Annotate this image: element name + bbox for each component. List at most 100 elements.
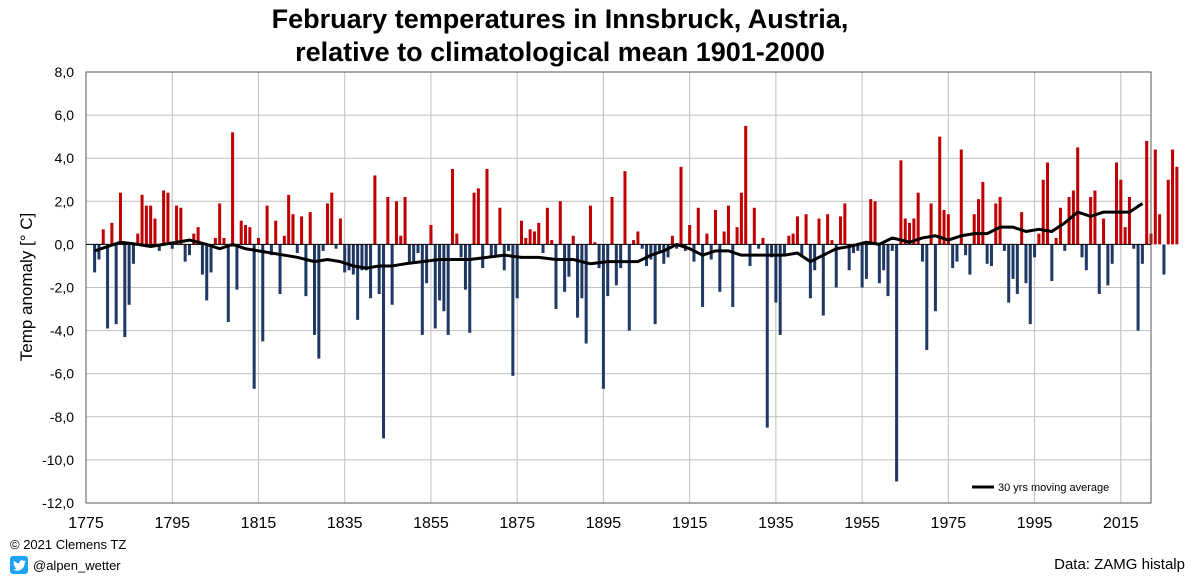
bar-1974: [942, 209, 946, 245]
bar-1865: [472, 192, 476, 245]
bar-2014: [1114, 162, 1119, 245]
bar-1827: [308, 212, 312, 245]
bar-1909: [662, 244, 666, 264]
bar-1834: [338, 218, 342, 245]
bar-1997: [1041, 179, 1045, 245]
bar-1805: [213, 237, 217, 245]
bar-1943: [808, 244, 812, 299]
bar-1791: [153, 218, 157, 245]
bar-1935: [774, 244, 778, 303]
bar-1977: [955, 244, 959, 262]
bar-1992: [1020, 212, 1024, 245]
bar-1824: [295, 244, 299, 254]
bar-2012: [1106, 244, 1110, 286]
bar-1965: [903, 218, 907, 245]
bar-1812: [244, 225, 248, 245]
bar-1969: [920, 244, 924, 262]
bar-1815: [256, 237, 260, 245]
bar-1801: [196, 227, 200, 245]
bar-1884: [554, 244, 558, 310]
bar-1859: [446, 244, 450, 335]
bar-1819: [274, 220, 278, 245]
bar-1811: [239, 220, 243, 245]
bar-1978: [959, 149, 963, 245]
legend-label: 30 yrs moving average: [998, 482, 1109, 494]
bar-1845: [386, 196, 390, 245]
bar-1886: [563, 244, 567, 292]
moving-average-polyline: [94, 202, 1144, 270]
bar-1877: [524, 237, 528, 245]
bar-1973: [938, 136, 942, 245]
bar-1949: [834, 244, 838, 288]
bar-1840: [364, 244, 368, 271]
bar-1848: [399, 235, 403, 245]
bar-1831: [325, 203, 329, 245]
bar-1926: [735, 227, 739, 245]
bar-1892: [588, 205, 592, 245]
bar-1959: [877, 244, 881, 284]
bar-1883: [550, 240, 554, 245]
bar-1817: [265, 205, 269, 245]
y-tick-label: -10,0: [42, 452, 74, 468]
bar-1964: [899, 160, 903, 245]
bar-1847: [394, 201, 398, 245]
bar-1857: [438, 244, 442, 301]
bar-1789: [144, 205, 148, 245]
bar-1905: [645, 244, 649, 266]
bar-1904: [640, 244, 644, 249]
bar-1837: [351, 244, 355, 275]
bar-1790: [149, 205, 153, 245]
bar-2006: [1080, 244, 1084, 258]
bar-1841: [369, 244, 373, 299]
moving-average-line: [94, 202, 1144, 270]
bar-1982: [977, 199, 981, 245]
y-tick-label: 2,0: [55, 193, 75, 209]
bar-1910: [666, 244, 670, 258]
x-tick-label: 1895: [586, 515, 622, 530]
bar-1868: [485, 168, 489, 245]
bar-1807: [222, 237, 226, 245]
bar-1813: [248, 227, 252, 245]
bar-1895: [601, 244, 605, 389]
bar-1928: [744, 125, 748, 245]
bar-1941: [800, 244, 804, 256]
bar-1798: [183, 244, 187, 262]
bar-1832: [330, 192, 334, 245]
bar-1793: [162, 190, 166, 245]
bar-1911: [670, 235, 674, 245]
bar-1940: [795, 216, 799, 245]
bar-1876: [519, 220, 523, 245]
twitter-handle-text: @alpen_wetter: [33, 557, 121, 573]
bar-2028: [1175, 166, 1179, 245]
bar-1809: [231, 132, 235, 245]
bar-1913: [679, 166, 683, 245]
bar-1855: [429, 225, 433, 245]
bar-2009: [1093, 190, 1097, 245]
legend: 30 yrs moving average: [972, 482, 1109, 494]
bar-1907: [653, 244, 657, 325]
grid: [85, 71, 1151, 504]
bar-1891: [584, 244, 588, 344]
bar-1968: [916, 192, 920, 245]
bar-1915: [688, 225, 692, 245]
chart-title-line-2: relative to climatological mean 1901-200…: [295, 37, 825, 67]
bar-1956: [864, 244, 868, 279]
bar-1976: [951, 244, 955, 269]
bar-1966: [908, 222, 912, 245]
bar-1908: [657, 244, 661, 251]
x-tick-label: 1935: [758, 515, 794, 530]
bar-2000: [1054, 237, 1058, 245]
bar-1927: [739, 192, 743, 245]
bar-1881: [541, 244, 545, 254]
bar-1851: [412, 244, 416, 264]
bar-1984: [985, 244, 989, 264]
bar-1957: [869, 199, 873, 245]
bar-2018: [1132, 244, 1136, 249]
y-tick-label: -2,0: [50, 280, 74, 296]
bar-1970: [925, 244, 929, 350]
bar-1954: [856, 244, 860, 251]
y-tick-label: 4,0: [55, 150, 75, 166]
bar-1996: [1037, 233, 1041, 245]
bar-1806: [218, 203, 222, 245]
bar-1988: [1002, 244, 1006, 251]
